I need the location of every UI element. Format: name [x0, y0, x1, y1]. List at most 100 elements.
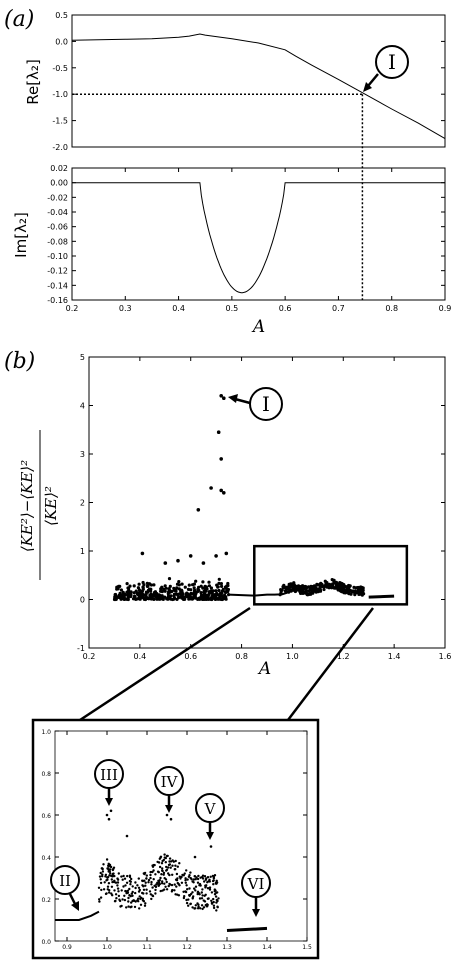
scatter-point	[203, 584, 207, 589]
scatter-point	[198, 897, 202, 900]
scatter-point	[222, 491, 226, 495]
scatter-point	[315, 583, 319, 587]
scatter-point	[134, 881, 137, 884]
scatter-point	[216, 430, 221, 435]
scatter-point	[117, 872, 121, 875]
scatter-point	[152, 869, 155, 872]
scatter-point	[170, 883, 174, 887]
scatter-point	[154, 892, 157, 895]
scatter-point	[122, 874, 125, 878]
scatter-point	[192, 593, 196, 597]
scatter-point	[358, 592, 362, 596]
scatter-point	[194, 889, 197, 892]
b-y-tick-label: 1	[80, 547, 85, 556]
scatter-point	[129, 591, 133, 595]
scatter-point	[134, 891, 137, 895]
scatter-point	[205, 903, 209, 906]
b-ylabel-numerator: ⟨KE²⟩−⟨KE⟩²	[18, 460, 36, 552]
scatter-point	[215, 882, 218, 885]
scatter-point	[98, 898, 101, 901]
scatter-point	[209, 875, 212, 878]
scatter-point	[117, 890, 120, 893]
scatter-point	[126, 891, 130, 894]
zoom-connector-left	[79, 606, 251, 722]
inset-stray-mark: ·	[145, 956, 147, 963]
scatter-point	[200, 891, 203, 894]
scatter-point	[313, 585, 317, 589]
marker-iii-arrowhead	[105, 798, 113, 806]
scatter-point	[191, 891, 194, 894]
marker-ii-circle	[50, 865, 80, 895]
marker-vi-label: VI	[247, 875, 265, 893]
scatter-point	[188, 874, 191, 877]
scatter-point	[186, 888, 189, 891]
b-scatter-points	[112, 394, 366, 602]
scatter-point	[212, 904, 216, 907]
scatter-point	[189, 588, 193, 592]
scatter-point	[142, 888, 146, 891]
scatter-point	[171, 597, 175, 602]
scatter-point	[291, 586, 295, 590]
scatter-point	[173, 883, 176, 886]
scatter-point	[154, 873, 157, 876]
scatter-point	[145, 596, 149, 600]
scatter-point	[215, 901, 218, 904]
scatter-point	[126, 874, 129, 878]
scatter-point	[107, 882, 111, 885]
inset-scatter-points	[97, 809, 220, 912]
scatter-point	[107, 868, 110, 871]
scatter-point	[177, 580, 181, 584]
scatter-point	[324, 582, 328, 586]
b-y-tick-label: 2	[80, 499, 85, 508]
scatter-point	[279, 588, 283, 592]
scatter-point	[193, 887, 196, 890]
scatter-point	[201, 561, 206, 565]
scatter-point	[109, 809, 113, 813]
scatter-point	[310, 589, 314, 593]
scatter-point	[167, 589, 172, 593]
scatter-point	[179, 595, 183, 599]
scatter-point	[127, 896, 130, 900]
scatter-point	[187, 904, 190, 907]
scatter-point	[212, 897, 215, 901]
scatter-point	[209, 586, 213, 590]
scatter-point	[105, 879, 108, 882]
re-y-tick-label: -1.5	[52, 117, 68, 126]
scatter-point	[202, 906, 206, 909]
marker-i-b-circle	[249, 387, 283, 421]
scatter-point	[193, 596, 197, 600]
scatter-point	[201, 894, 204, 897]
scatter-point	[184, 879, 187, 882]
scatter-point	[171, 873, 174, 876]
scatter-point	[151, 894, 154, 897]
b-ylabel-denominator: ⟨KE⟩²	[42, 486, 60, 526]
scatter-point	[159, 876, 162, 880]
scatter-point	[182, 890, 185, 893]
scatter-point	[163, 882, 166, 885]
scatter-point	[222, 396, 226, 401]
scatter-point	[216, 585, 220, 589]
scatter-point	[201, 580, 205, 584]
marker-i-b: I	[228, 387, 283, 421]
scatter-point	[155, 592, 159, 597]
scatter-point	[197, 905, 200, 908]
im-x-tick-label: 0.2	[66, 304, 79, 313]
scatter-point	[158, 882, 161, 886]
scatter-point	[111, 880, 114, 884]
b-xlabel: A	[257, 659, 271, 679]
scatter-point	[219, 488, 223, 493]
scatter-point	[217, 588, 221, 593]
scatter-point	[125, 906, 128, 909]
marker-ii: II	[50, 865, 80, 911]
scatter-point	[212, 900, 215, 904]
scatter-point	[108, 863, 112, 867]
scatter-point	[339, 581, 343, 585]
scatter-point	[205, 587, 209, 591]
scatter-point	[169, 866, 172, 869]
scatter-point	[165, 597, 169, 601]
scatter-point	[307, 589, 311, 593]
scatter-point	[165, 868, 169, 871]
scatter-point	[322, 584, 326, 589]
im-y-ticks: 0.02 0.00 -0.02 -0.04 -0.06 -0.08 -0.10 -0.12 -0…	[47, 164, 445, 305]
